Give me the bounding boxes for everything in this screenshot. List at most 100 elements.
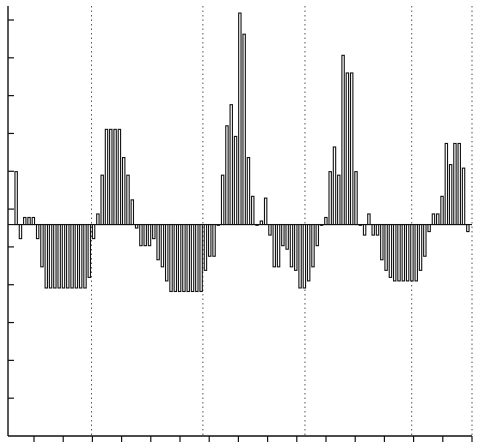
bar-59 [268,223,272,236]
bar-19 [96,213,100,226]
bar-32 [152,223,156,240]
bar-38 [177,223,182,293]
bar-97 [431,213,436,226]
bar-104 [461,167,466,226]
bar-48 [220,174,225,226]
bar-14 [74,223,79,289]
bars [14,12,470,293]
bar-16 [83,223,87,289]
bar-100 [444,142,449,226]
bar-39 [182,223,186,293]
bar-54 [246,157,251,226]
bar-36 [169,223,173,293]
bar-40 [186,223,190,293]
bar-9 [53,223,57,289]
bar-23 [113,128,117,226]
bar-86 [384,223,388,271]
bar-6 [40,223,44,268]
bar-85 [380,223,384,261]
bar-98 [436,213,440,226]
vertical-grid-lines [91,6,473,436]
bar-10 [57,223,61,289]
bar-74 [332,146,337,226]
bar-65 [294,223,298,271]
bar-96 [427,223,431,233]
bar-5 [35,223,40,240]
bar-26 [126,174,130,226]
bar-17 [87,223,92,278]
bar-93 [414,223,418,282]
bar-83 [371,223,375,236]
bar-68 [306,223,311,282]
bar-89 [397,223,401,282]
bar-87 [388,223,393,278]
axes [7,6,473,442]
bar-92 [410,223,414,282]
bar-1 [18,223,23,240]
bar-58 [263,197,268,226]
bar-84 [375,223,380,236]
bar-30 [143,223,147,247]
bar-45 [208,223,212,257]
bar-75 [337,174,341,226]
bar-77 [345,72,350,226]
bar-78 [349,72,354,226]
bar-79 [354,171,358,226]
bar-4 [31,216,36,226]
bar-63 [285,223,289,250]
bar-20 [100,174,104,226]
bar-105 [466,223,470,233]
bar-21 [104,128,109,226]
bar-18 [91,223,96,240]
bar-101 [448,164,453,226]
bar-7 [44,223,48,289]
bar-15 [78,223,83,289]
bar-44 [203,223,208,271]
bar-66 [298,223,302,289]
bar-76 [341,54,345,226]
bar-67 [302,223,307,289]
bar-25 [121,157,126,226]
bar-70 [315,223,320,247]
bar-22 [109,128,113,226]
bar-60 [272,223,276,268]
bar-29 [139,223,143,247]
bar-73 [328,171,332,226]
bar-3 [27,216,31,226]
bar-33 [156,223,160,261]
bar-103 [457,142,461,226]
bar-0 [14,171,18,226]
bar-2 [23,216,27,226]
bar-94 [418,223,423,271]
bar-46 [212,223,216,257]
bar-82 [367,213,371,226]
bar-11 [61,223,66,289]
bar-95 [423,223,427,257]
bar-81 [362,223,367,236]
bar-64 [289,223,294,268]
bar-91 [405,223,410,282]
bar-24 [117,128,122,226]
bar-90 [401,223,406,282]
bar-102 [453,142,457,226]
bar-42 [195,223,199,293]
bar-12 [66,223,70,289]
bar-27 [130,199,135,226]
bar-41 [190,223,195,293]
bar-72 [324,216,328,226]
bar-99 [440,195,444,226]
bar-37 [173,223,178,293]
bar-13 [70,223,74,289]
bar-34 [160,223,165,268]
bar-53 [242,33,246,226]
bar-51 [233,135,238,226]
bar-69 [311,223,315,268]
bar-31 [147,223,152,247]
bar-35 [164,223,169,282]
bar-88 [392,223,397,282]
bar-52 [238,12,242,226]
bar-55 [251,195,255,226]
bar-49 [225,125,229,226]
bar-43 [199,223,203,293]
